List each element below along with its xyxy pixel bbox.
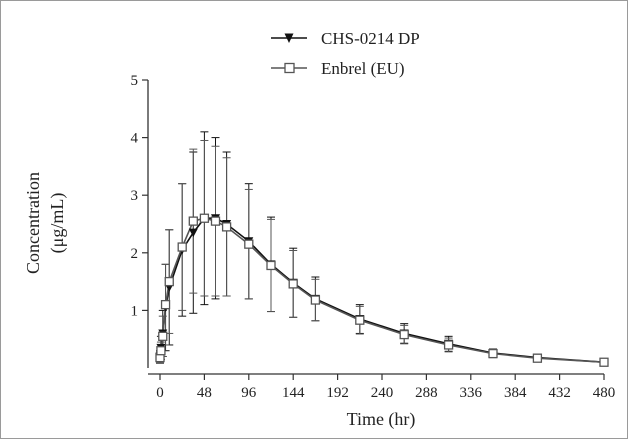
x-tick-label: 144	[282, 385, 305, 401]
legend-label: Enbrel (EU)	[321, 59, 405, 78]
legend-item: CHS-0214 DP	[271, 29, 420, 48]
axes: 1 2 3 4 5 0 48 96 144 192 240 288 336 384 432 480	[131, 73, 616, 401]
x-tick-label: 288	[415, 385, 438, 401]
x-tick-label: 384	[504, 385, 527, 401]
x-tick-label: 96	[241, 385, 257, 401]
y-tick-label: 5	[131, 73, 139, 89]
data-point-square	[244, 239, 254, 249]
x-axis-title: Time (hr)	[347, 409, 416, 430]
x-tick-label: 480	[593, 385, 616, 401]
data-point-square	[488, 348, 498, 359]
data-point-square	[266, 260, 276, 271]
data-point-square	[599, 357, 609, 367]
data-point-square	[310, 295, 321, 305]
x-tick-label: 240	[371, 385, 394, 401]
x-tick-label: 336	[460, 385, 483, 401]
data-point-square	[221, 222, 232, 232]
y-tick-label: 4	[131, 131, 139, 147]
x-tick-label: 432	[548, 385, 571, 401]
legend-marker-triangle	[284, 33, 294, 43]
data-point-square	[188, 216, 198, 226]
data-point-square	[532, 353, 543, 363]
data-point-square	[443, 340, 454, 350]
y-tick-label: 2	[131, 246, 139, 262]
data-point-square	[288, 279, 298, 289]
x-tick-label: 0	[156, 385, 164, 401]
data-point-square	[210, 216, 221, 226]
error-bars	[156, 131, 608, 366]
data-point-square	[164, 276, 174, 287]
legend-item: Enbrel (EU)	[271, 59, 405, 78]
data-point-square	[199, 213, 210, 223]
legend-marker-square	[284, 62, 295, 74]
y-tick-label: 3	[131, 188, 139, 204]
y-axis-title-line1: Concentration	[23, 172, 43, 274]
data-point-square	[160, 299, 171, 310]
legend: CHS-0214 DP Enbrel (EU)	[271, 29, 420, 78]
data-point-square	[177, 242, 187, 252]
series-markers	[155, 213, 609, 367]
data-point-square	[399, 329, 409, 340]
legend-label: CHS-0214 DP	[321, 29, 420, 48]
data-point-square	[355, 315, 365, 325]
data-point-triangle	[188, 228, 198, 238]
data-point-square	[158, 331, 168, 341]
x-tick-label: 192	[326, 385, 349, 401]
x-tick-label: 48	[197, 385, 212, 401]
y-tick-label: 1	[131, 303, 139, 319]
y-axis-title: Concentration (μg/mL)	[23, 172, 68, 274]
y-axis-title-line2: (μg/mL)	[47, 193, 68, 254]
data-point-square	[156, 346, 166, 356]
